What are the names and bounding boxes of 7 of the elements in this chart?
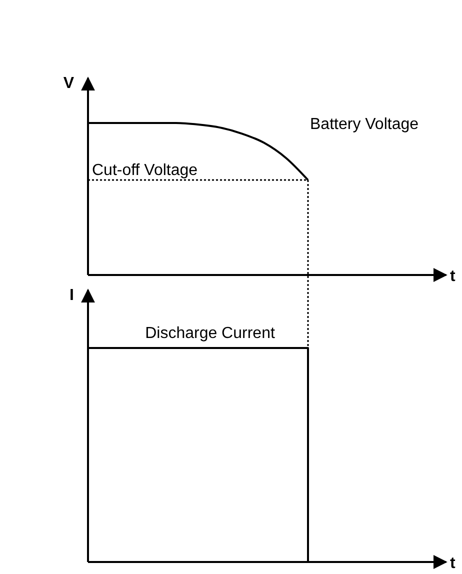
ref-line-label: Cut-off Voltage	[92, 162, 198, 179]
y-axis-title: I	[70, 287, 74, 304]
x-axis-title: t	[450, 555, 456, 572]
y-axis-title: V	[63, 75, 74, 92]
series-label: Discharge Current	[145, 325, 276, 342]
text: Battery Voltage	[310, 116, 419, 133]
x-axis-title: t	[450, 268, 456, 285]
